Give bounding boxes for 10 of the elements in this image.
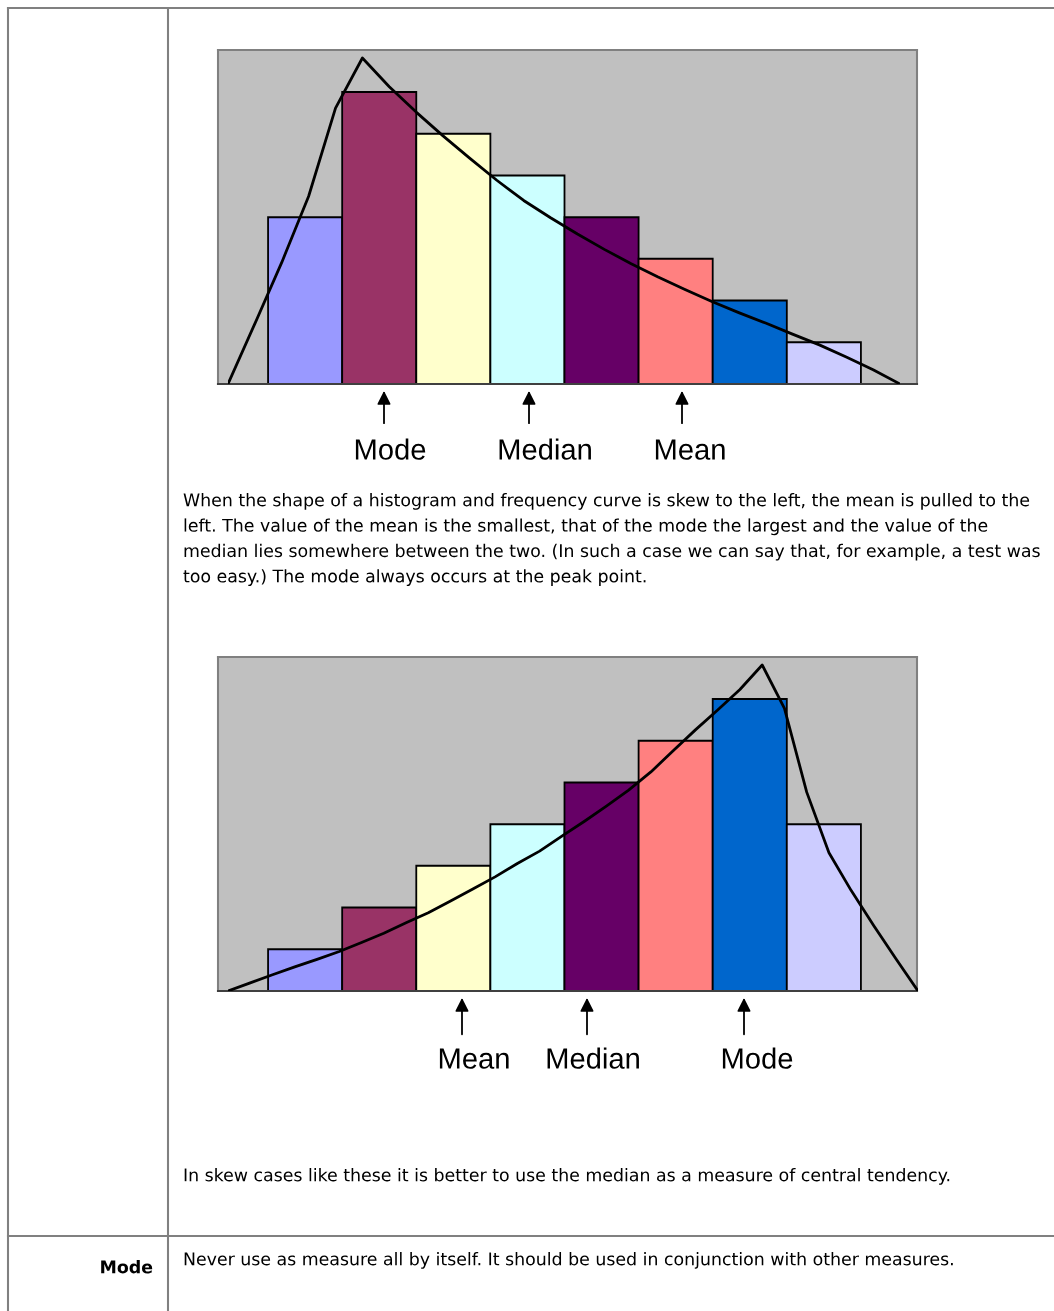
text: Never use as measure all by itself. It should be used in conjunction with other measures. (184, 1252, 953, 1269)
text: Mode (101, 1260, 153, 1274)
text: When the shape of a histogram and frequency curve is skew to the left, the mean is pulled to the left. The value of the mean is the smallest, that of the mode the largest and the value of the median lies somewhere between the two. (In such a case we can say that, for example, a test was too easy.) The mode always occurs at the peak point. (183, 493, 1040, 586)
text: Mean (439, 1048, 509, 1069)
text: Mode (355, 438, 426, 460)
text: In skew cases like these it is better to use the median as a measure of central tendency. (184, 1168, 950, 1185)
text: Median (547, 1047, 639, 1069)
text: Median (499, 438, 591, 460)
text: Mean (655, 439, 725, 460)
text: Mode (722, 1047, 793, 1069)
